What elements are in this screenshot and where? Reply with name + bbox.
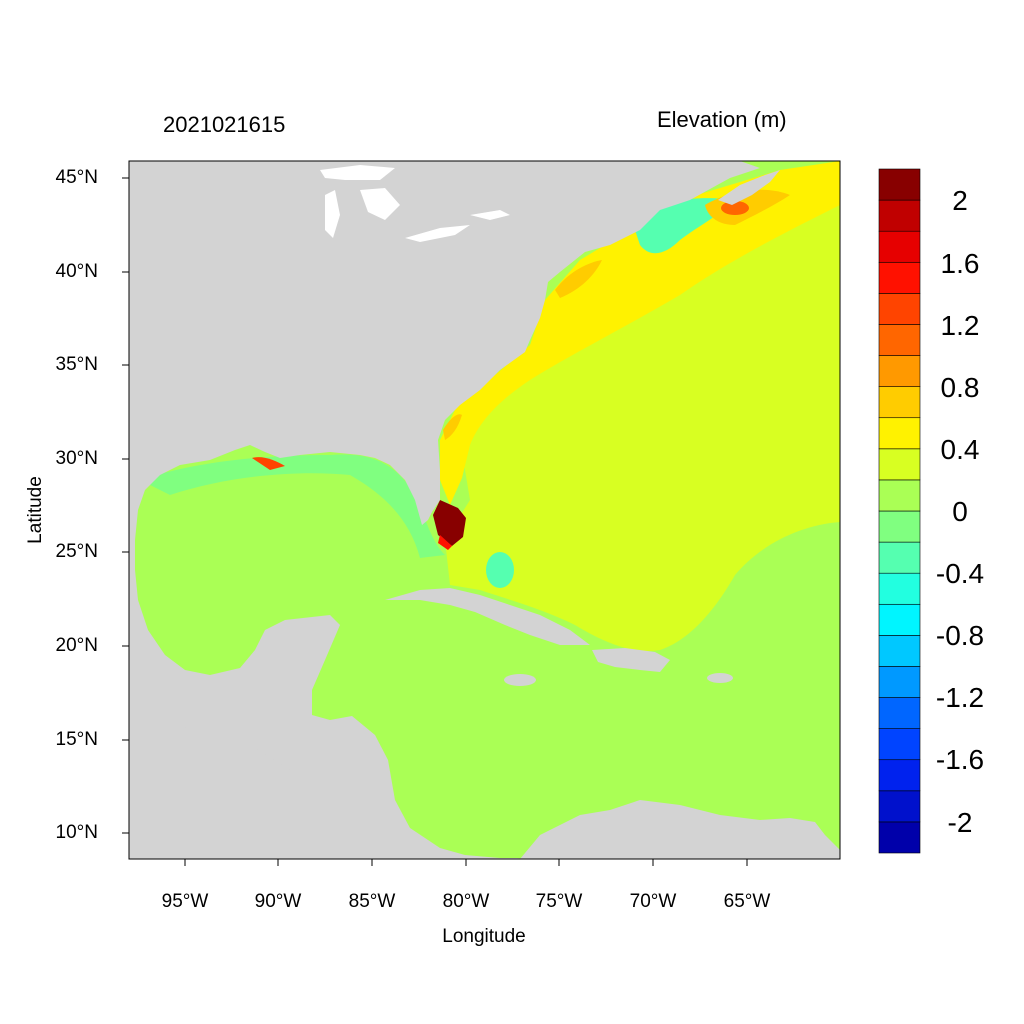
colorbar-swatch [878, 790, 921, 823]
colorbar-swatch [878, 635, 921, 667]
north-america-land [129, 161, 760, 859]
colorbar-swatch [878, 448, 921, 481]
colorbar-label: 0 [952, 496, 968, 527]
colorbar-label: 0.4 [940, 434, 980, 465]
positive-anomaly-field [555, 260, 602, 298]
jamaica-land [504, 674, 536, 686]
y-tick-label: 45°N [55, 167, 98, 188]
lake-huron [360, 188, 400, 220]
timestamp-label: 2021021615 [163, 112, 286, 137]
y-tick-label: 15°N [55, 729, 98, 750]
colorbar-swatch [878, 666, 921, 698]
colorbar-label: 1.6 [940, 248, 980, 279]
x-axis-label: Longitude [442, 926, 526, 947]
colorbar-label: -2 [947, 807, 973, 838]
y-tick-label: 35°N [55, 354, 98, 375]
colorbar-swatch [878, 199, 921, 232]
colorbar-swatch [878, 697, 921, 729]
y-tick-label: 20°N [55, 635, 98, 656]
peak-surge-field [721, 201, 749, 215]
coastal-surge-field [440, 161, 840, 505]
colorbar-swatch [878, 541, 921, 574]
colorbar-swatch [878, 759, 921, 792]
colorbar-label: -0.4 [935, 558, 985, 589]
variable-label: Elevation (m) [657, 107, 787, 132]
lake-michigan [325, 190, 340, 238]
lake-superior [320, 165, 395, 180]
surge-hotspot-field [438, 535, 452, 550]
x-tick-label: 80°W [442, 891, 490, 912]
colorbar-swatch [878, 261, 921, 294]
central-america-land [129, 720, 420, 859]
colorbar-swatch [878, 355, 921, 387]
colorbar-swatch [878, 168, 921, 201]
cuba-land [385, 588, 590, 645]
x-tick-label: 70°W [629, 891, 677, 912]
colorbar-label: 0.8 [940, 372, 980, 403]
atlantic-surge-field [445, 161, 840, 651]
puerto-rico-land [707, 673, 733, 683]
gulf-coastal-field [140, 454, 445, 558]
negative-anomaly-field [486, 552, 514, 588]
y-tick-label: 10°N [55, 822, 98, 843]
hispaniola-land [592, 648, 670, 672]
colorbar-swatch [878, 728, 921, 761]
nova-scotia-land [718, 170, 780, 205]
colorbar-swatch [878, 479, 921, 512]
surge-hotspot-field [252, 457, 285, 470]
axis-ticks [122, 177, 748, 866]
colorbar-swatch [878, 603, 921, 636]
colorbar-swatch [878, 572, 921, 605]
colorbar-label: -1.2 [935, 682, 985, 713]
lake-erie [405, 225, 470, 242]
colorbar-swatch [878, 230, 921, 263]
x-tick-label: 95°W [161, 891, 209, 912]
positive-anomaly-field [443, 414, 462, 440]
x-tick-label: 85°W [348, 891, 396, 912]
y-tick-label: 30°N [55, 448, 98, 469]
colorbar-swatch [878, 417, 921, 450]
colorbar-swatch [878, 324, 921, 356]
y-tick-label: 40°N [55, 261, 98, 282]
colorbar [878, 168, 921, 854]
colorbar-label: 2 [952, 185, 968, 216]
y-tick-label: 25°N [55, 541, 98, 562]
south-america-land [520, 800, 840, 859]
x-tick-label: 65°W [723, 891, 771, 912]
plot-frame [128, 160, 841, 860]
colorbar-swatch [878, 293, 921, 325]
colorbar-swatch [878, 821, 921, 854]
colorbar-swatch [878, 386, 921, 419]
surge-hotspot-field [433, 500, 466, 546]
x-tick-label: 75°W [535, 891, 583, 912]
x-tick-label: 90°W [254, 891, 302, 912]
colorbar-label: 1.2 [940, 310, 980, 341]
lake-ontario [470, 210, 510, 220]
colorbar-label: -1.6 [935, 744, 985, 775]
colorbar-swatch [878, 510, 921, 543]
colorbar-label: -0.8 [935, 620, 985, 651]
map-plot [129, 161, 840, 859]
